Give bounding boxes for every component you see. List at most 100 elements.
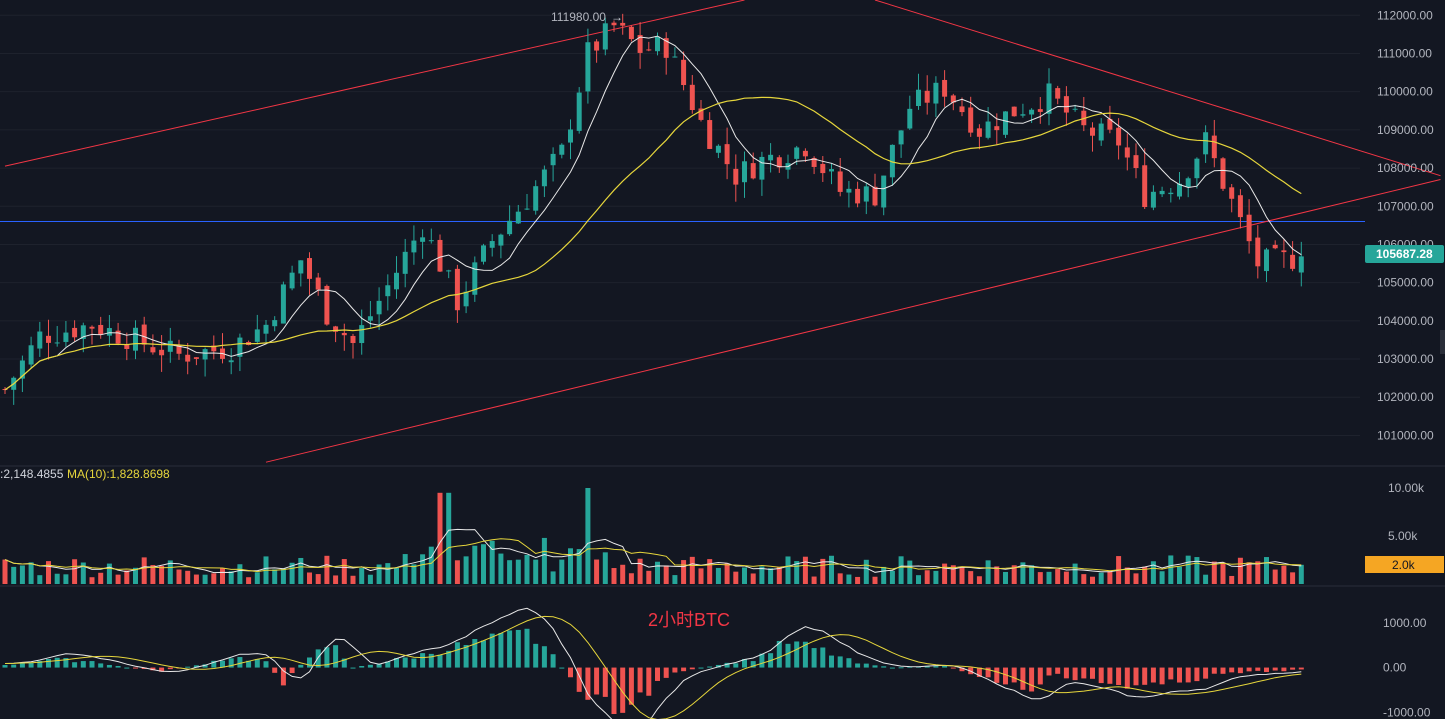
macd-histogram[interactable] [2, 628, 1304, 714]
candle[interactable] [324, 284, 330, 326]
volume-bar[interactable] [246, 577, 252, 584]
volume-bar[interactable] [950, 565, 956, 584]
macd-bar[interactable] [324, 647, 330, 668]
volume-bar[interactable] [1255, 561, 1261, 584]
macd-bar[interactable] [837, 656, 843, 668]
candle[interactable] [1281, 238, 1287, 268]
volume-bar[interactable] [1124, 567, 1130, 584]
candle[interactable] [481, 243, 486, 265]
volume-bar[interactable] [1150, 561, 1156, 584]
candle[interactable] [976, 124, 982, 150]
macd-bar[interactable] [646, 667, 652, 696]
volume-bar[interactable] [481, 544, 486, 584]
macd-bar[interactable] [1211, 667, 1217, 674]
macd-bar[interactable] [89, 661, 95, 668]
candle[interactable] [106, 314, 112, 347]
candle[interactable] [689, 75, 695, 114]
volume-bar[interactable] [1081, 574, 1087, 584]
volume-bar[interactable] [133, 567, 138, 584]
macd-bar[interactable] [559, 667, 565, 669]
candle[interactable] [1237, 189, 1243, 229]
macd-bar[interactable] [1142, 667, 1148, 685]
macd-bar[interactable] [1246, 667, 1252, 672]
candle[interactable] [124, 332, 130, 361]
volume-bar[interactable] [1203, 574, 1209, 584]
macd-bar[interactable] [63, 658, 69, 668]
candle[interactable] [72, 320, 78, 342]
candle[interactable] [568, 119, 573, 160]
candle[interactable] [63, 321, 69, 347]
macd-bar[interactable] [298, 664, 304, 668]
macd-bar[interactable] [611, 667, 617, 714]
candle[interactable] [541, 165, 547, 198]
macd-bar[interactable] [315, 649, 321, 668]
volume-bar[interactable] [628, 573, 634, 584]
candle[interactable] [550, 147, 556, 182]
macd-bar[interactable] [820, 647, 826, 668]
volume-bar[interactable] [1003, 571, 1008, 584]
volume-bar[interactable] [959, 566, 965, 584]
volume-bar[interactable] [280, 568, 286, 584]
volume-bar[interactable] [863, 559, 869, 584]
volume-bar[interactable] [855, 576, 861, 584]
macd-bar[interactable] [524, 628, 530, 668]
candle[interactable] [576, 87, 582, 134]
macd-bar[interactable] [1229, 667, 1235, 673]
candle[interactable] [428, 228, 434, 244]
candle[interactable] [1177, 171, 1182, 200]
candle[interactable] [515, 204, 521, 224]
candle[interactable] [524, 193, 530, 210]
macd-bar[interactable] [985, 667, 991, 678]
volume-bar[interactable] [89, 577, 95, 584]
candle[interactable] [924, 75, 930, 115]
volume-bar[interactable] [402, 554, 408, 584]
candle[interactable] [820, 156, 826, 182]
macd-bar[interactable] [672, 667, 678, 673]
candle[interactable] [1255, 225, 1261, 279]
macd-bar[interactable] [794, 641, 800, 668]
volume-bar[interactable] [211, 573, 217, 584]
macd-bar[interactable] [628, 667, 634, 705]
candle[interactable] [1290, 241, 1296, 272]
macd-bar[interactable] [237, 657, 243, 668]
macd-bar[interactable] [1037, 667, 1043, 685]
volume-bar[interactable] [759, 566, 765, 584]
candle[interactable] [54, 326, 60, 347]
macd-bar[interactable] [541, 646, 547, 668]
volume-bar[interactable] [1133, 573, 1139, 584]
macd-bar[interactable] [872, 665, 878, 668]
macd-bar[interactable] [1168, 667, 1174, 680]
macd-bar[interactable] [333, 645, 339, 668]
macd-bar[interactable] [220, 660, 225, 668]
volume-bar[interactable] [141, 557, 147, 584]
candle[interactable] [681, 51, 687, 91]
volume-bar[interactable] [150, 565, 156, 584]
macd-bar[interactable] [802, 641, 808, 668]
volume-bar[interactable] [594, 559, 600, 584]
volume-bar[interactable] [472, 545, 478, 584]
candle[interactable] [933, 76, 939, 118]
volume-bar[interactable] [1090, 576, 1095, 584]
volume-bar[interactable] [202, 574, 208, 584]
volume-bar[interactable] [350, 575, 356, 584]
volume-bar[interactable] [254, 572, 260, 584]
volume-bar[interactable] [1185, 555, 1191, 584]
macd-bar[interactable] [272, 667, 278, 673]
candle[interactable] [533, 180, 539, 215]
macd-bar[interactable] [602, 667, 608, 697]
volume-bar[interactable] [515, 559, 521, 584]
volume-bar[interactable] [663, 565, 669, 584]
macd-bar[interactable] [202, 664, 208, 668]
candle[interactable] [1203, 125, 1209, 163]
candle[interactable] [672, 47, 678, 58]
volume-bar[interactable] [1046, 571, 1052, 584]
macd-bar[interactable] [428, 653, 434, 668]
candle[interactable] [211, 335, 217, 360]
candle[interactable] [1063, 86, 1069, 126]
candle[interactable] [559, 143, 565, 159]
volume-bar[interactable] [1272, 569, 1278, 584]
candle[interactable] [1011, 106, 1017, 117]
volume-bar[interactable] [1037, 572, 1043, 584]
macd-bar[interactable] [28, 662, 34, 668]
volume-bar[interactable] [707, 559, 713, 584]
